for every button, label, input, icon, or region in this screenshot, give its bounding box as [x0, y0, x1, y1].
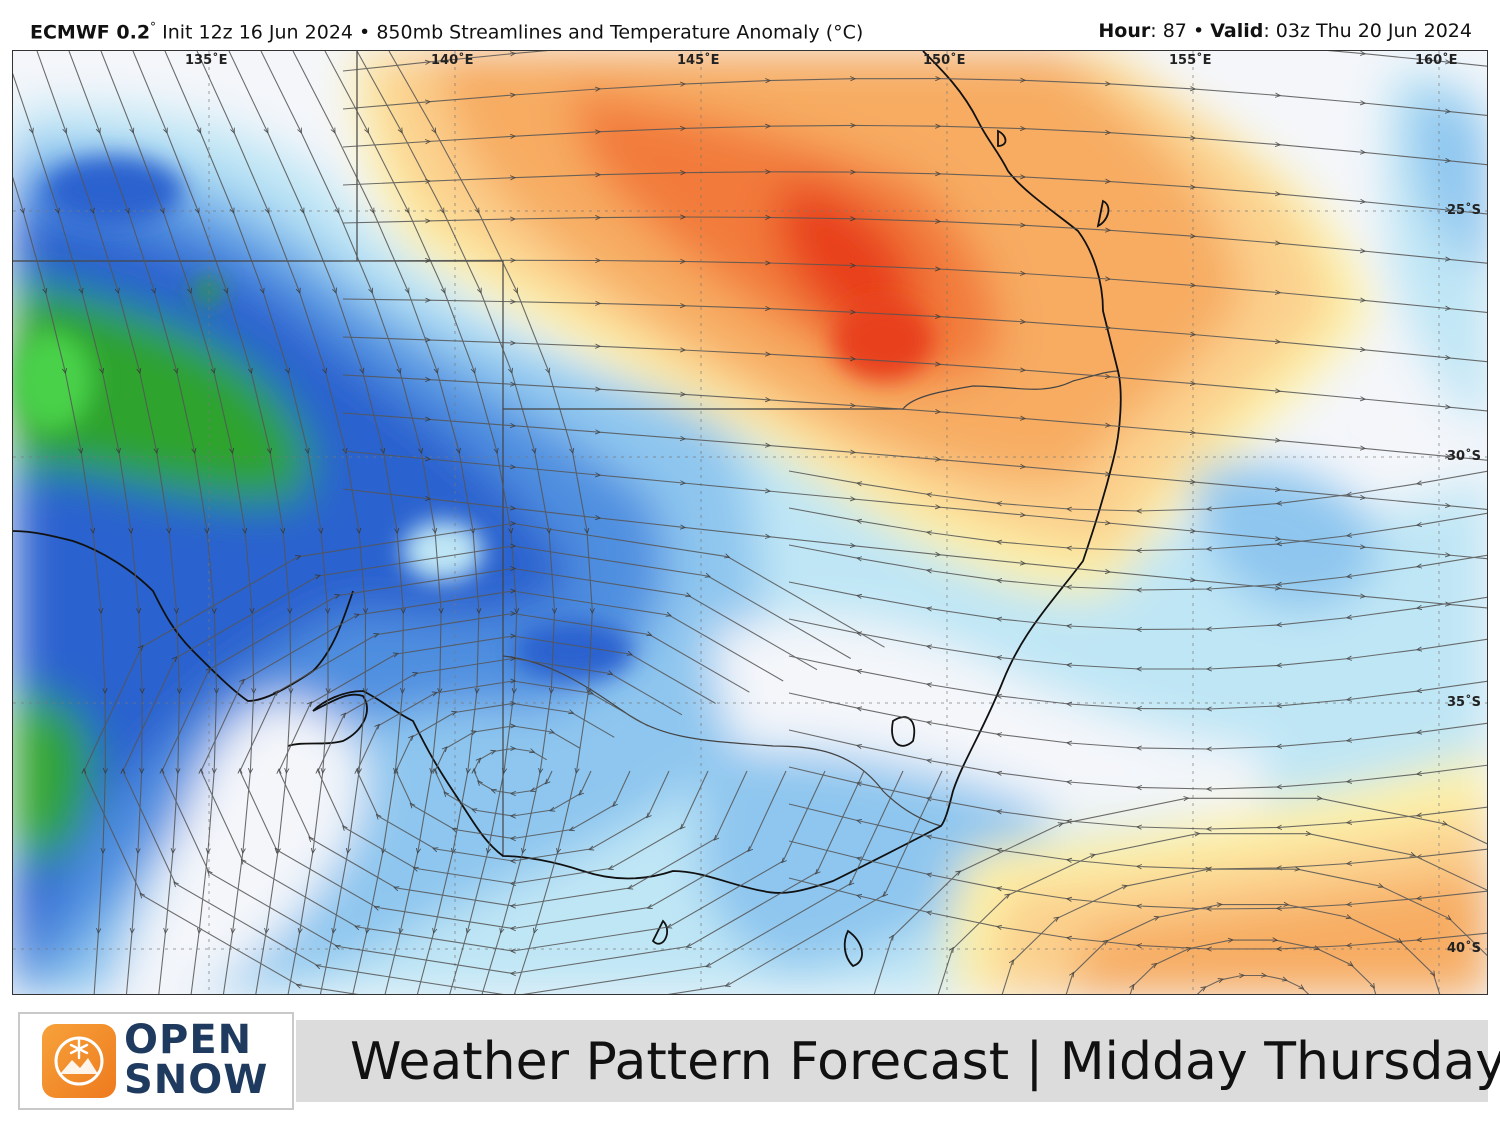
streamline-east: [788, 581, 1487, 630]
map-header: ECMWF 0.2° Init 12z 16 Jun 2024 • 850mb …: [0, 0, 1500, 50]
model-name: ECMWF 0.2: [30, 21, 151, 44]
lon-label-135: 135˚E: [185, 53, 228, 68]
hour-value: : 87: [1150, 20, 1187, 42]
streamline-high: [873, 798, 1487, 994]
streamline-north: [342, 51, 1487, 72]
lat-label-40: 40˚S: [1447, 941, 1481, 956]
streamlines: [13, 51, 1487, 994]
streamline-east: [788, 507, 1487, 551]
lon-label-160: 160˚E: [1415, 53, 1458, 68]
model-degree: °: [150, 20, 157, 34]
lon-label-155: 155˚E: [1169, 53, 1212, 68]
streamline-north: [342, 488, 1487, 609]
streamline-east: [788, 544, 1487, 590]
product-name: 850mb Streamlines and Temperature Anomal…: [376, 21, 864, 44]
lon-label-140: 140˚E: [431, 53, 474, 68]
weather-map: 135˚E 140˚E 145˚E 150˚E 155˚E 160˚E 25˚S…: [12, 50, 1488, 995]
streamline-north: [342, 217, 1487, 264]
lat-label-35: 35˚S: [1447, 695, 1481, 710]
logo-text: OPEN SNOW: [124, 1020, 268, 1100]
snowflake-mountain-icon: [42, 1024, 116, 1098]
streamline-north: [342, 172, 1487, 215]
map-canvas: [13, 51, 1487, 994]
init-time: Init 12z 16 Jun 2024: [162, 21, 353, 44]
opensnow-logo: OPEN SNOW: [18, 1012, 294, 1110]
valid-value: : 03z Thu 20 Jun 2024: [1263, 20, 1472, 42]
hour-label: Hour: [1098, 20, 1151, 42]
banner-title: Weather Pattern Forecast | Midday Thursd…: [350, 1032, 1500, 1092]
logo-line-open: OPEN: [124, 1017, 253, 1063]
title-banner: Weather Pattern Forecast | Midday Thursd…: [296, 1020, 1500, 1102]
logo-line-snow: SNOW: [124, 1057, 269, 1103]
streamline-east: [788, 470, 1487, 511]
streamline-north: [342, 125, 1487, 166]
header-separator-2: •: [1192, 20, 1205, 42]
header-left: ECMWF 0.2° Init 12z 16 Jun 2024 • 850mb …: [30, 20, 863, 43]
valid-label: Valid: [1210, 20, 1264, 42]
streamline-north: [342, 79, 1487, 116]
lon-label-150: 150˚E: [923, 53, 966, 68]
header-separator: •: [359, 21, 371, 44]
lon-label-145: 145˚E: [677, 53, 720, 68]
lat-label-30: 30˚S: [1447, 449, 1481, 464]
lat-label-25: 25˚S: [1447, 203, 1481, 218]
streamline-vortex: [84, 524, 943, 994]
header-right: Hour: 87 • Valid: 03z Thu 20 Jun 2024: [1098, 20, 1472, 42]
